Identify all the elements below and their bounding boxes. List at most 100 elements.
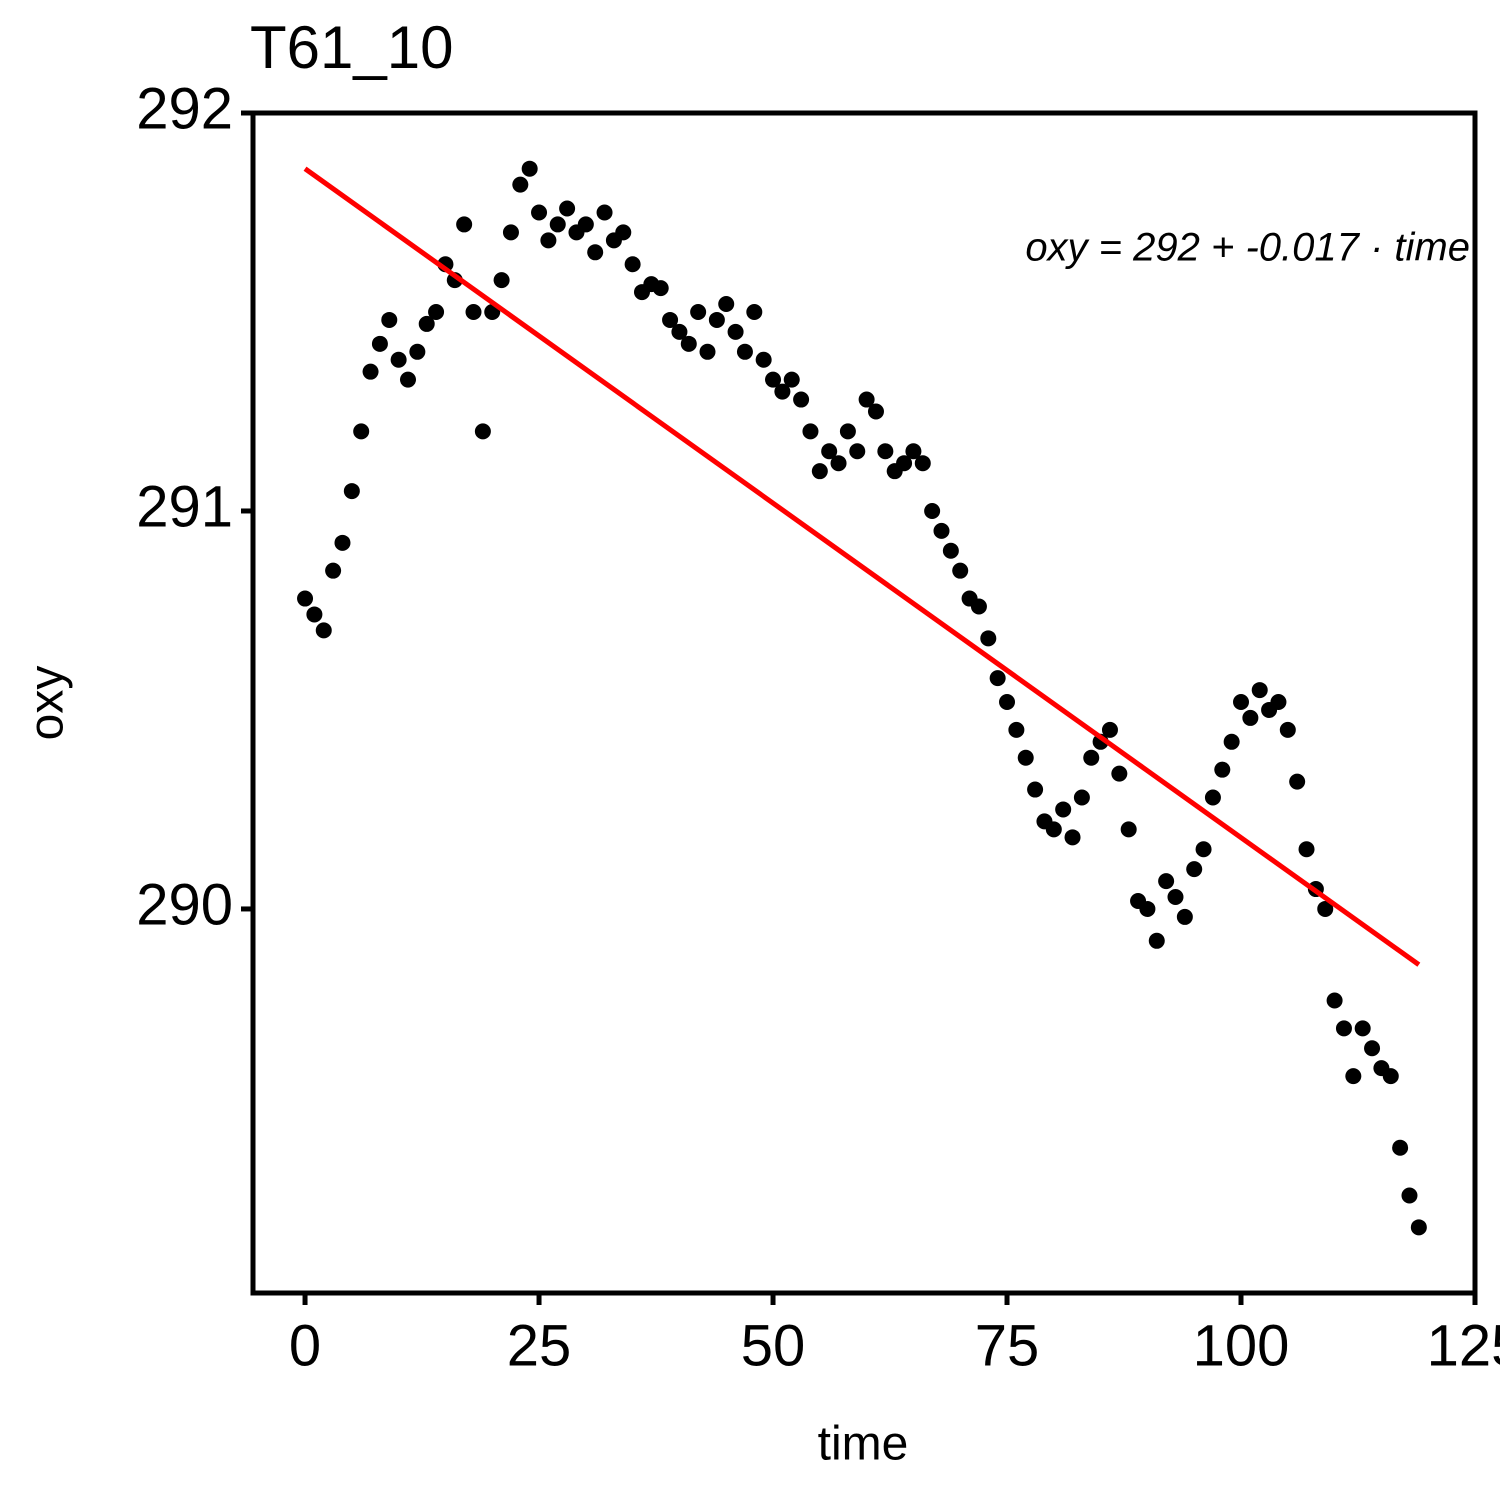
point (1186, 861, 1203, 878)
point (783, 371, 800, 388)
point (512, 176, 529, 193)
point (1354, 1020, 1371, 1037)
point (409, 343, 426, 360)
point (746, 303, 763, 320)
point (1298, 841, 1315, 858)
point (802, 423, 819, 440)
point (736, 343, 753, 360)
point (690, 303, 707, 320)
x-tick-label: 0 (289, 1313, 321, 1378)
x-tick-label: 100 (1193, 1313, 1290, 1378)
point (914, 455, 931, 472)
point (680, 335, 697, 352)
point (652, 280, 669, 297)
point (727, 323, 744, 340)
point (456, 216, 473, 233)
point (1364, 1040, 1381, 1057)
point (362, 363, 379, 380)
point (858, 391, 875, 408)
point (1101, 721, 1118, 738)
point (1251, 682, 1268, 699)
point (830, 455, 847, 472)
point (1167, 889, 1184, 906)
point (465, 303, 482, 320)
point (587, 244, 604, 261)
point (1401, 1187, 1418, 1204)
point (1148, 932, 1165, 949)
point (334, 534, 351, 551)
point (493, 272, 510, 289)
point (418, 315, 435, 332)
point (1345, 1068, 1362, 1085)
point (549, 216, 566, 233)
point (839, 423, 856, 440)
point (1410, 1219, 1427, 1236)
point (521, 160, 538, 177)
point (1242, 709, 1259, 726)
point (1111, 765, 1128, 782)
point (1083, 749, 1100, 766)
x-tick-label: 25 (507, 1313, 572, 1378)
point (315, 622, 332, 639)
point (325, 562, 342, 579)
point (615, 224, 632, 241)
point (1233, 694, 1250, 711)
chart-title: T61_10 (250, 14, 454, 81)
point (905, 443, 922, 460)
point (474, 423, 491, 440)
point (999, 694, 1016, 711)
equation-annotation: oxy = 292 + -0.017 · time (1025, 226, 1470, 270)
point (821, 443, 838, 460)
point (559, 200, 576, 217)
x-tick-label: 50 (741, 1313, 806, 1378)
y-tick-label: 291 (136, 474, 233, 539)
point (671, 323, 688, 340)
point (1064, 829, 1081, 846)
x-tick-label: 75 (975, 1313, 1040, 1378)
point (1223, 733, 1240, 750)
point (353, 423, 370, 440)
point (1326, 992, 1343, 1009)
point (1158, 873, 1175, 890)
point (708, 311, 725, 328)
point (1204, 789, 1221, 806)
point (343, 483, 360, 500)
point (306, 606, 323, 623)
point (540, 232, 557, 249)
point (1195, 841, 1212, 858)
point (531, 204, 548, 221)
point (1027, 781, 1044, 798)
point (1055, 801, 1072, 818)
point (1017, 749, 1034, 766)
point (989, 670, 1006, 687)
y-tick-label: 290 (136, 872, 233, 937)
point (942, 542, 959, 559)
point (970, 598, 987, 615)
point (765, 371, 782, 388)
point (867, 403, 884, 420)
point (811, 463, 828, 480)
point (849, 443, 866, 460)
point (1289, 773, 1306, 790)
y-tick-label: 292 (136, 76, 233, 141)
point (699, 343, 716, 360)
point (793, 391, 810, 408)
point (624, 256, 641, 273)
point (1214, 761, 1231, 778)
point (1335, 1020, 1352, 1037)
point (980, 630, 997, 647)
point (371, 335, 388, 352)
point (662, 311, 679, 328)
point (718, 296, 735, 313)
point (877, 443, 894, 460)
point (1008, 721, 1025, 738)
point (399, 371, 416, 388)
fit-line (303, 166, 1421, 967)
point (1073, 789, 1090, 806)
point (952, 562, 969, 579)
point (1120, 821, 1137, 838)
point (1176, 908, 1193, 925)
point (933, 522, 950, 539)
point (1139, 900, 1156, 917)
